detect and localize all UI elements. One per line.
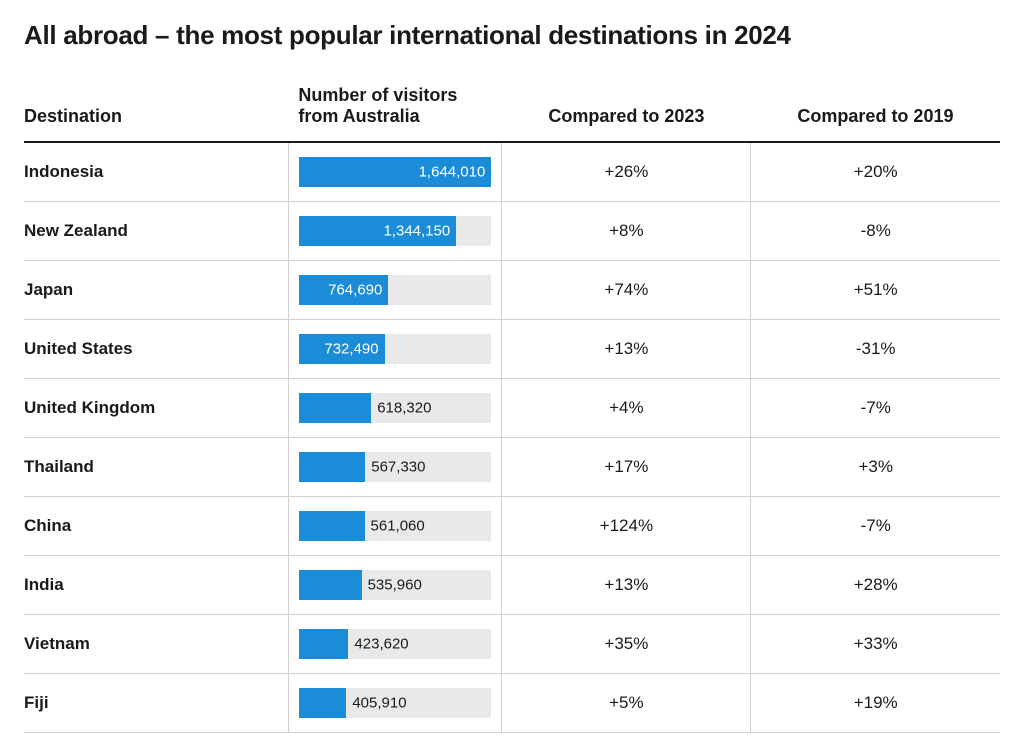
destination-cell: Indonesia [24,142,288,202]
table-row: Japan 764,690 +74%+51% [24,261,1000,320]
cmp2023-cell: +8% [502,202,751,261]
bar-wrap: 535,960 [299,570,492,600]
table-row: Fiji 405,910 +5%+19% [24,674,1000,733]
destination-cell: Vietnam [24,615,288,674]
visitors-bar-cell: 535,960 [288,556,502,615]
destination-cell: Thailand [24,438,288,497]
destination-cell: United States [24,320,288,379]
bar-value-label: 423,620 [354,636,408,653]
bar-fill [299,393,371,423]
table-row: India 535,960 +13%+28% [24,556,1000,615]
bar-wrap: 764,690 [299,275,492,305]
bar-fill [299,629,349,659]
destination-cell: United Kingdom [24,379,288,438]
cmp2019-cell: +3% [751,438,1000,497]
cmp2023-cell: +13% [502,556,751,615]
bar-wrap: 561,060 [299,511,492,541]
table-row: Indonesia 1,644,010 +26%+20% [24,142,1000,202]
bar-fill [299,688,347,718]
bar-value-label: 561,060 [371,518,425,535]
visitors-bar-cell: 405,910 [288,674,502,733]
cmp2019-cell: -7% [751,497,1000,556]
cmp2019-cell: -8% [751,202,1000,261]
visitors-bar-cell: 732,490 [288,320,502,379]
bar-value-label: 567,330 [371,459,425,476]
page-title: All abroad – the most popular internatio… [24,20,1000,51]
visitors-bar-cell: 567,330 [288,438,502,497]
cmp2019-cell: +19% [751,674,1000,733]
bar-fill [299,452,365,482]
destination-cell: India [24,556,288,615]
visitors-bar-cell: 561,060 [288,497,502,556]
table-row: China 561,060 +124%-7% [24,497,1000,556]
bar-value-label: 1,644,010 [419,164,486,181]
cmp2019-cell: +51% [751,261,1000,320]
bar-value-label: 535,960 [368,577,422,594]
table-row: United Kingdom 618,320 +4%-7% [24,379,1000,438]
col-header-visitors: Number of visitors from Australia [288,79,502,142]
bar-wrap: 1,644,010 [299,157,492,187]
cmp2023-cell: +124% [502,497,751,556]
cmp2023-cell: +5% [502,674,751,733]
bar-wrap: 1,344,150 [299,216,492,246]
cmp2023-cell: +4% [502,379,751,438]
table-row: Vietnam 423,620 +35%+33% [24,615,1000,674]
bar-value-label: 618,320 [377,400,431,417]
cmp2023-cell: +17% [502,438,751,497]
bar-wrap: 423,620 [299,629,492,659]
bar-wrap: 618,320 [299,393,492,423]
destination-cell: Japan [24,261,288,320]
bar-value-label: 764,690 [328,282,382,299]
bar-value-label: 1,344,150 [383,223,450,240]
visitors-bar-cell: 423,620 [288,615,502,674]
cmp2023-cell: +35% [502,615,751,674]
col-header-destination: Destination [24,79,288,142]
cmp2023-cell: +26% [502,142,751,202]
destinations-table: Destination Number of visitors from Aust… [24,79,1000,733]
visitors-bar-cell: 764,690 [288,261,502,320]
cmp2019-cell: +33% [751,615,1000,674]
col-header-cmp2019: Compared to 2019 [751,79,1000,142]
cmp2019-cell: +28% [751,556,1000,615]
destination-cell: China [24,497,288,556]
col-header-cmp2023: Compared to 2023 [502,79,751,142]
visitors-bar-cell: 1,344,150 [288,202,502,261]
destination-cell: New Zealand [24,202,288,261]
cmp2019-cell: +20% [751,142,1000,202]
bar-fill [299,570,362,600]
bar-wrap: 567,330 [299,452,492,482]
visitors-bar-cell: 1,644,010 [288,142,502,202]
cmp2019-cell: -7% [751,379,1000,438]
table-row: United States 732,490 +13%-31% [24,320,1000,379]
bar-wrap: 732,490 [299,334,492,364]
cmp2019-cell: -31% [751,320,1000,379]
destination-cell: Fiji [24,674,288,733]
visitors-bar-cell: 618,320 [288,379,502,438]
bar-wrap: 405,910 [299,688,492,718]
bar-value-label: 732,490 [324,341,378,358]
table-row: New Zealand 1,344,150 +8%-8% [24,202,1000,261]
table-row: Thailand 567,330 +17%+3% [24,438,1000,497]
cmp2023-cell: +13% [502,320,751,379]
bar-fill [299,511,365,541]
cmp2023-cell: +74% [502,261,751,320]
bar-value-label: 405,910 [352,695,406,712]
